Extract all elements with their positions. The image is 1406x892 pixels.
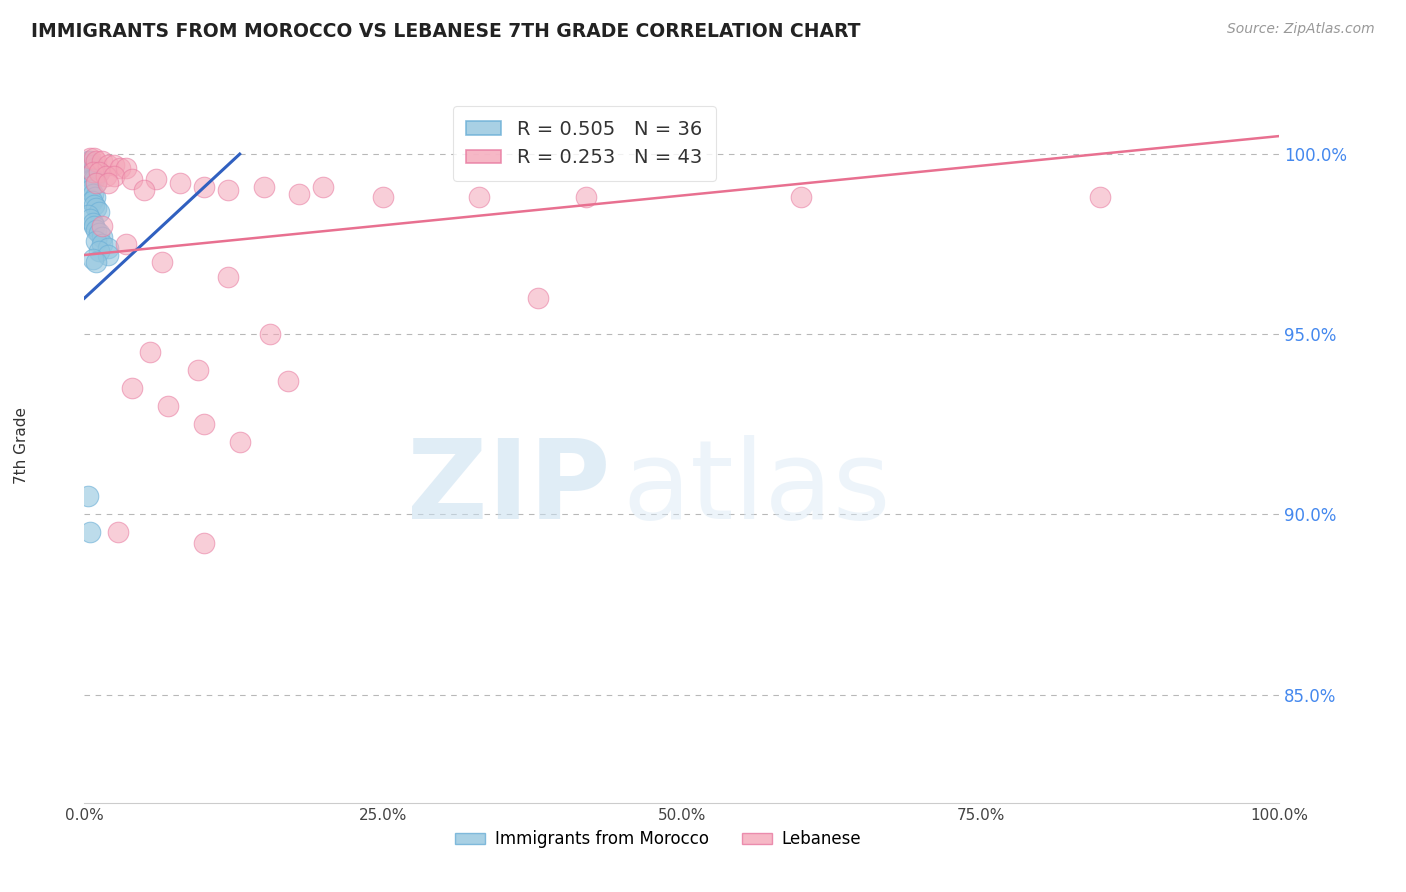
Point <box>145 172 167 186</box>
Point <box>79 151 101 165</box>
Point <box>87 165 110 179</box>
Point <box>84 161 107 176</box>
Point <box>217 269 239 284</box>
Point <box>527 291 550 305</box>
Point <box>259 327 281 342</box>
Point <box>83 172 105 186</box>
Point <box>82 215 104 229</box>
Point <box>86 176 108 190</box>
Point <box>83 151 105 165</box>
Legend: Immigrants from Morocco, Lebanese: Immigrants from Morocco, Lebanese <box>449 824 868 855</box>
Text: IMMIGRANTS FROM MOROCCO VS LEBANESE 7TH GRADE CORRELATION CHART: IMMIGRANTS FROM MOROCCO VS LEBANESE 7TH … <box>31 22 860 41</box>
Point <box>86 234 108 248</box>
Point <box>97 158 120 172</box>
Point <box>97 176 120 190</box>
Point <box>575 190 598 204</box>
Point <box>84 190 107 204</box>
Point <box>288 186 311 201</box>
Y-axis label: 7th Grade: 7th Grade <box>14 408 28 484</box>
Point <box>193 536 215 550</box>
Text: ZIP: ZIP <box>406 435 610 542</box>
Point <box>312 179 335 194</box>
Point <box>193 179 215 194</box>
Point <box>82 252 104 266</box>
Text: atlas: atlas <box>623 435 890 542</box>
Point <box>94 169 117 183</box>
Point <box>253 179 276 194</box>
Point <box>80 172 103 186</box>
Point <box>87 204 110 219</box>
Point <box>115 161 138 176</box>
Point <box>83 197 105 211</box>
Point <box>79 525 101 540</box>
Point <box>229 435 252 450</box>
Point <box>77 154 100 169</box>
Point <box>373 190 395 204</box>
Point <box>83 161 105 176</box>
Point <box>115 237 138 252</box>
Point <box>139 345 162 359</box>
Point <box>80 158 103 172</box>
Point <box>82 186 104 201</box>
Point <box>77 208 100 222</box>
Point <box>121 381 143 395</box>
Point <box>86 223 108 237</box>
Point <box>87 244 110 259</box>
Point <box>187 363 209 377</box>
Point <box>91 230 114 244</box>
Point <box>121 172 143 186</box>
Point <box>193 417 215 432</box>
Point <box>87 165 110 179</box>
Point <box>132 183 156 197</box>
Point <box>87 227 110 241</box>
Point <box>86 255 108 269</box>
Point <box>103 169 125 183</box>
Point <box>1090 190 1112 204</box>
Point <box>169 176 191 190</box>
Point <box>97 248 120 262</box>
Point <box>86 201 108 215</box>
Point <box>80 194 103 208</box>
Point <box>91 219 114 234</box>
Point <box>150 255 173 269</box>
Point <box>77 490 100 504</box>
Point <box>91 237 114 252</box>
Point <box>82 165 104 179</box>
Point <box>79 211 101 226</box>
Point <box>79 154 101 169</box>
Point <box>790 190 813 204</box>
Text: Source: ZipAtlas.com: Source: ZipAtlas.com <box>1227 22 1375 37</box>
Point <box>77 179 100 194</box>
Point <box>79 183 101 197</box>
Point <box>77 169 100 183</box>
Point <box>103 158 125 172</box>
Point <box>110 161 132 176</box>
Point <box>157 400 180 414</box>
Point <box>277 374 299 388</box>
Point <box>82 158 104 172</box>
Point <box>86 154 108 169</box>
Point <box>83 219 105 234</box>
Point <box>107 525 129 540</box>
Point <box>86 165 108 179</box>
Point <box>97 241 120 255</box>
Point <box>217 183 239 197</box>
Point <box>468 190 491 204</box>
Point <box>91 154 114 169</box>
Point <box>86 176 108 190</box>
